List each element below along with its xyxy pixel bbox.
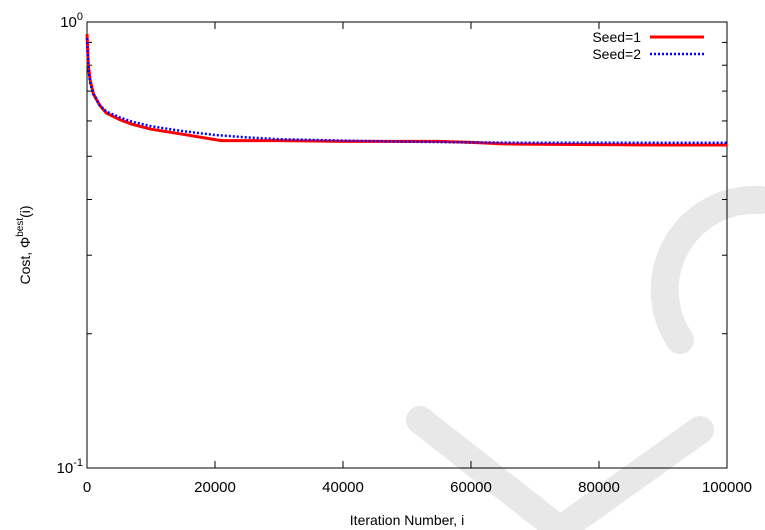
- x-tick-label: 0: [83, 479, 91, 496]
- legend-label-seed-1: Seed=1: [592, 29, 641, 45]
- y-axis-label-prefix: Cost, Φ: [17, 237, 33, 285]
- axis-ticks: [86, 21, 728, 469]
- y-axis-label-suffix: (i): [17, 205, 33, 217]
- axis-tick-labels: 0 20000 40000 60000 80000 100000 10-1 100: [57, 11, 753, 496]
- plot-frame: [86, 21, 728, 469]
- legend-label-seed-2: Seed=2: [592, 46, 641, 62]
- series-layer: [85, 33, 727, 147]
- x-tick-label: 40000: [322, 479, 364, 496]
- watermark: [406, 185, 765, 530]
- y-axis-label-superscript: best: [15, 218, 26, 237]
- x-tick-label: 80000: [578, 479, 620, 496]
- x-tick-label: 20000: [194, 479, 236, 496]
- y-tick-label: 100: [60, 11, 83, 31]
- y-axis-label: Cost, Φbest(i): [15, 205, 33, 284]
- x-tick-label: 60000: [450, 479, 492, 496]
- y-tick-label: 10-1: [57, 457, 83, 477]
- x-tick-label: 100000: [702, 479, 752, 496]
- x-axis-label: Iteration Number, i: [350, 512, 464, 528]
- legend: Seed=1 Seed=2: [592, 29, 704, 62]
